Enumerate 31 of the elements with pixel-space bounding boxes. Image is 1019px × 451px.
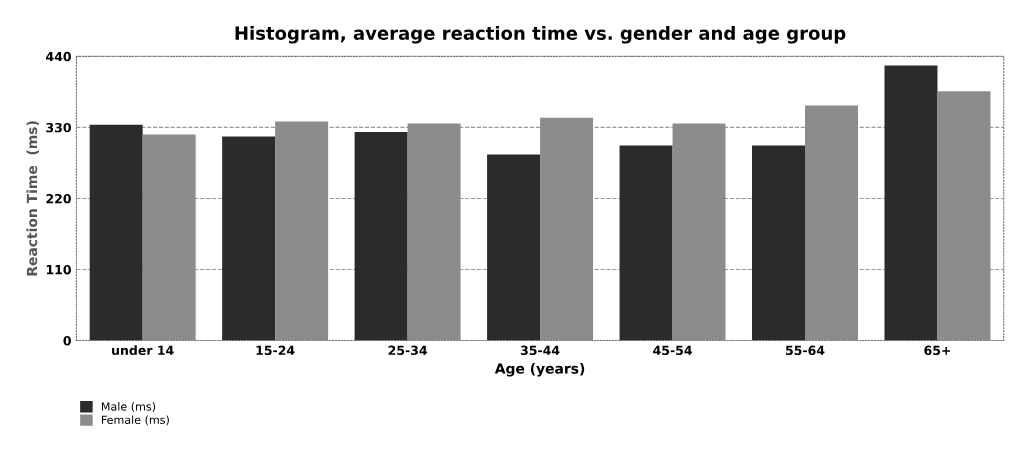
x-tick-label: 45-54: [653, 345, 692, 356]
bar: [884, 65, 938, 341]
legend-label: Female (ms): [101, 415, 169, 426]
bar: [540, 117, 594, 341]
bar: [89, 124, 143, 341]
bar: [222, 136, 276, 341]
y-tick-label: 440: [46, 51, 71, 62]
y-tick-label: 330: [46, 122, 71, 133]
x-tick-label: 65+: [924, 345, 951, 356]
x-axis-title: Age (years): [494, 363, 585, 377]
x-tick-label: 35-44: [520, 345, 560, 356]
bar: [407, 123, 461, 341]
bar: [487, 154, 541, 341]
x-tick-label: under 14: [112, 345, 174, 356]
y-tick-label: 220: [46, 193, 71, 204]
y-tick-label: 0: [63, 335, 71, 346]
bar: [752, 145, 806, 341]
x-tick-label: 25-34: [388, 345, 428, 356]
bar: [354, 131, 408, 341]
bar: [937, 91, 991, 341]
x-tick-label: 55-64: [785, 345, 825, 356]
x-tick-label: 15-24: [256, 345, 295, 356]
bar: [805, 105, 858, 341]
bar: [672, 123, 726, 341]
bar: [142, 134, 196, 341]
y-axis-title: Reaction Time (ms): [26, 121, 39, 276]
y-tick-label: 110: [46, 264, 71, 275]
legend-label: Male (ms): [101, 402, 156, 413]
chart-title: Histogram, average reaction time vs. gender and age group: [235, 25, 846, 44]
bar: [275, 121, 329, 341]
bar: [619, 145, 673, 341]
